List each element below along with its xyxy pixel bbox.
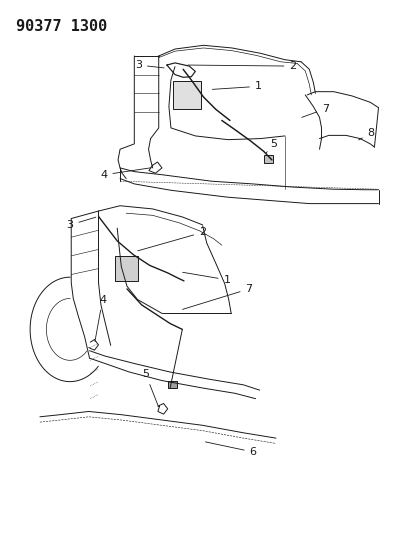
Bar <box>168 381 177 388</box>
Text: 5: 5 <box>142 369 159 407</box>
Text: 1: 1 <box>212 82 262 91</box>
Text: 8: 8 <box>359 128 375 140</box>
Bar <box>115 256 138 281</box>
Bar <box>173 81 201 109</box>
Text: 3: 3 <box>66 217 96 230</box>
Text: 1: 1 <box>183 272 231 285</box>
Text: 5: 5 <box>266 139 277 154</box>
Text: 2: 2 <box>138 228 206 251</box>
Text: 2: 2 <box>188 61 297 71</box>
Bar <box>264 155 273 163</box>
Text: 6: 6 <box>206 442 257 457</box>
Text: 90377 1300: 90377 1300 <box>16 19 107 34</box>
Text: 3: 3 <box>135 60 164 70</box>
Text: 4: 4 <box>100 168 151 180</box>
Text: 7: 7 <box>183 284 253 309</box>
Text: 7: 7 <box>302 104 329 117</box>
Text: 4: 4 <box>95 295 106 342</box>
